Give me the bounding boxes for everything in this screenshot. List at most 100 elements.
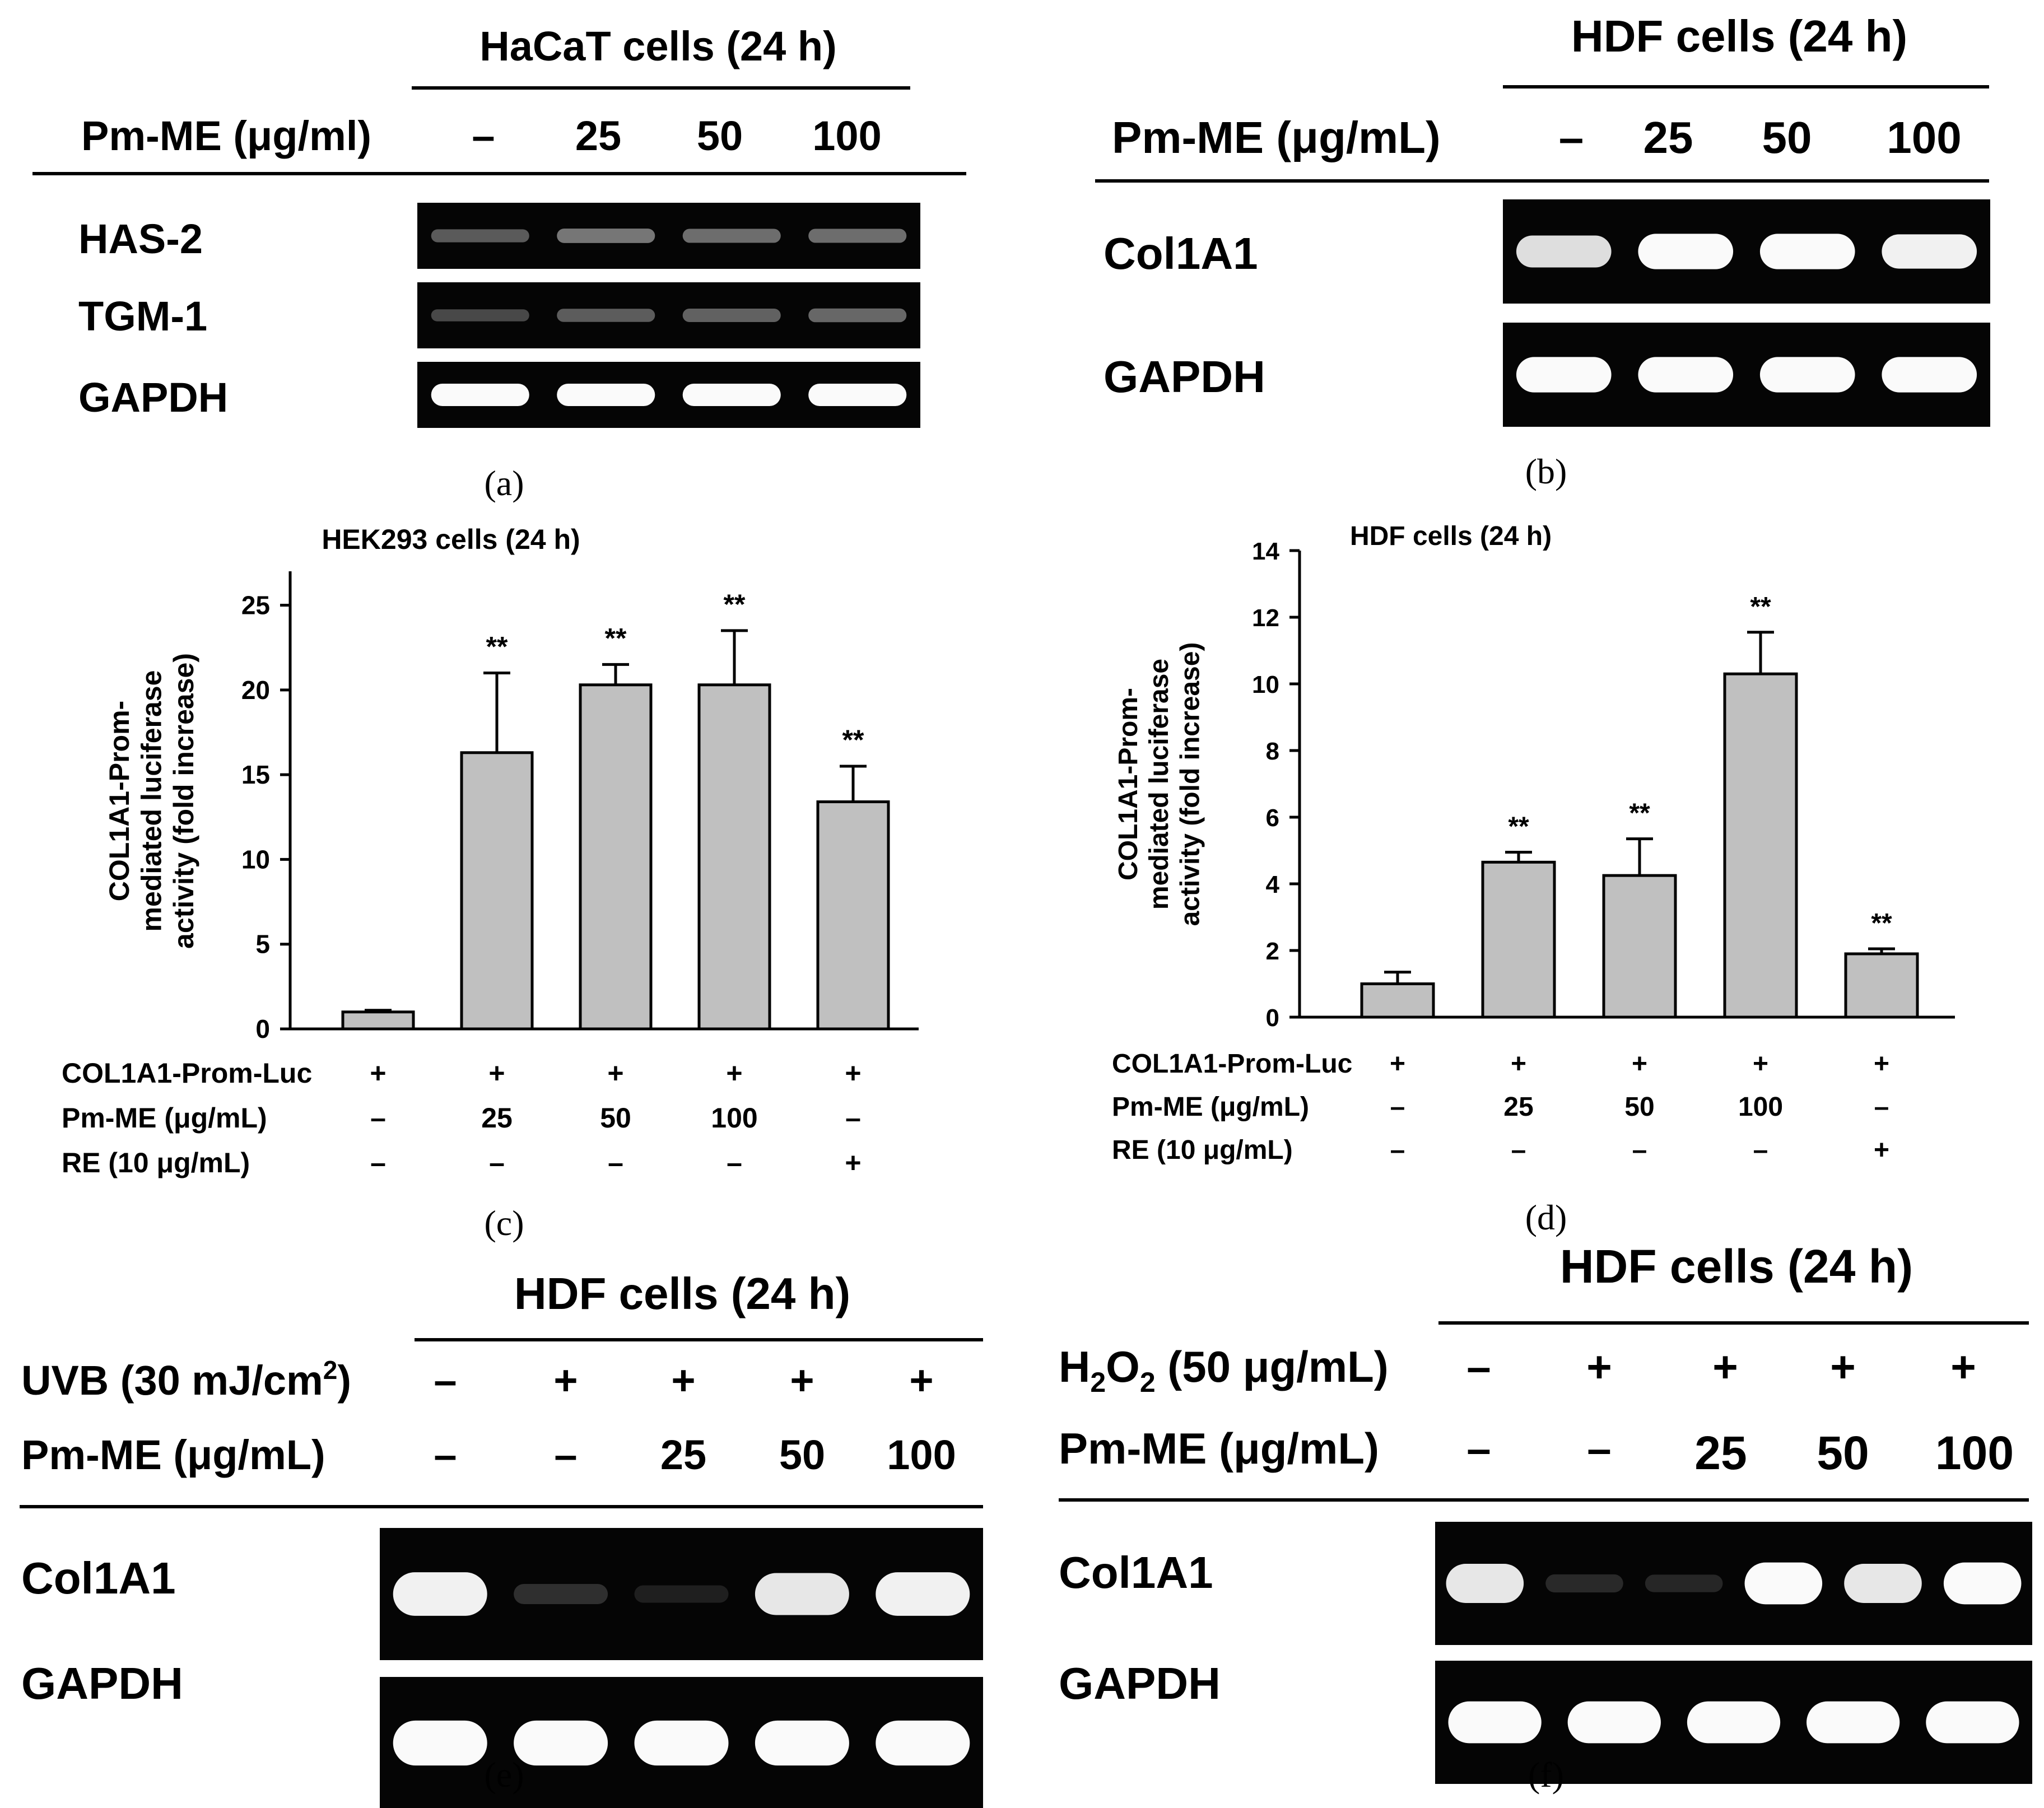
panel-f-title: HDF cells (24 h) bbox=[1560, 1240, 1913, 1293]
condition-value: + bbox=[1511, 1049, 1526, 1079]
y-tick-label: 0 bbox=[255, 1014, 270, 1043]
panel-a-caption: (a) bbox=[484, 463, 524, 503]
panel-f-row-2-val-5: 100 bbox=[1935, 1427, 2014, 1479]
gel-band bbox=[557, 383, 655, 407]
gel-band bbox=[557, 309, 655, 322]
panel-a-band-label-3: GAPDH bbox=[78, 374, 228, 421]
panel-e-row-1-val-1: – bbox=[434, 1357, 457, 1404]
gel-band bbox=[1844, 1564, 1922, 1603]
panel-b-band-label-2: GAPDH bbox=[1104, 352, 1265, 402]
gel-band bbox=[808, 383, 907, 407]
bar bbox=[1602, 874, 1677, 1019]
condition-value: – bbox=[608, 1147, 623, 1178]
panel-e-row-2-val-2: – bbox=[554, 1432, 577, 1478]
panel-e-row-2-label: Pm-ME (μg/mL) bbox=[21, 1432, 325, 1478]
condition-value: + bbox=[845, 1147, 861, 1178]
gel-band bbox=[634, 1585, 729, 1603]
chart-title: HDF cells (24 h) bbox=[1350, 521, 1552, 551]
panel-f-gel bbox=[1435, 1522, 2032, 1784]
condition-value: – bbox=[370, 1147, 386, 1178]
y-tick-label: 4 bbox=[1266, 871, 1280, 898]
panel-f-row-2-val-1: – bbox=[1466, 1424, 1491, 1473]
gel-band bbox=[682, 308, 781, 323]
panel-b-treatment-label: Pm-ME (μg/mL) bbox=[1112, 113, 1441, 162]
gel-band bbox=[1446, 1564, 1524, 1603]
panel-e-title: HDF cells (24 h) bbox=[514, 1269, 850, 1318]
bar bbox=[1844, 952, 1919, 1019]
y-tick-label: 10 bbox=[1252, 671, 1279, 698]
gel-band bbox=[755, 1573, 849, 1615]
panel-a-lane-1: – bbox=[472, 113, 495, 159]
significance-label: ** bbox=[724, 589, 746, 620]
panel-f-band-label-2: GAPDH bbox=[1059, 1658, 1221, 1708]
condition-value: – bbox=[370, 1102, 386, 1134]
gel-band bbox=[1806, 1701, 1900, 1744]
panel-e-row-2-val-3: 25 bbox=[660, 1432, 706, 1478]
gel-band bbox=[1516, 235, 1612, 268]
condition-value: + bbox=[488, 1057, 505, 1089]
condition-value: – bbox=[1632, 1135, 1647, 1165]
panel-e-gel bbox=[380, 1528, 983, 1808]
gel-band bbox=[1759, 234, 1855, 269]
panel-f-row-1-val-3: + bbox=[1712, 1342, 1738, 1391]
panel-f-gel-strip bbox=[1435, 1522, 2032, 1645]
condition-value: 100 bbox=[711, 1102, 757, 1134]
panel-e-row-2-val-5: 100 bbox=[887, 1432, 956, 1478]
condition-value: – bbox=[845, 1102, 861, 1134]
chart-title: HEK293 cells (24 h) bbox=[322, 524, 580, 555]
gel-band bbox=[876, 1720, 970, 1766]
gel-band bbox=[808, 308, 907, 323]
panel-f-row-2-val-2: – bbox=[1587, 1424, 1611, 1473]
bar bbox=[341, 1010, 415, 1031]
gel-band bbox=[1882, 234, 1977, 269]
condition-row-label: COL1A1-Prom-Luc bbox=[1112, 1049, 1352, 1079]
y-tick-label: 8 bbox=[1266, 738, 1279, 765]
y-axis-label: COL1A1-Prom-mediated luciferaseactivity … bbox=[1114, 642, 1205, 926]
condition-value: – bbox=[1511, 1135, 1526, 1165]
bar bbox=[697, 683, 771, 1031]
bar bbox=[579, 683, 653, 1031]
condition-row-label: RE (10 μg/mL) bbox=[62, 1147, 250, 1178]
panel-f: HDF cells (24 h) H2O2 (50 μg/mL) – + + +… bbox=[1059, 1240, 2032, 1795]
panel-a-title: HaCaT cells (24 h) bbox=[479, 23, 836, 69]
condition-value: – bbox=[1390, 1092, 1405, 1122]
gel-band bbox=[431, 383, 529, 407]
bar bbox=[816, 800, 890, 1031]
y-axis-label: COL1A1-Prom-mediated luciferaseactivity … bbox=[104, 653, 199, 949]
panel-f-row-1-val-2: + bbox=[1586, 1342, 1612, 1391]
condition-value: 100 bbox=[1738, 1092, 1783, 1122]
panel-e: HDF cells (24 h) UVB (30 mJ/cm2) – + + +… bbox=[20, 1269, 983, 1808]
panel-e-band-label-2: GAPDH bbox=[21, 1658, 183, 1708]
condition-row-label: Pm-ME (μg/mL) bbox=[1112, 1092, 1309, 1122]
gel-band bbox=[514, 1583, 608, 1605]
significance-label: ** bbox=[1508, 812, 1529, 841]
gel-band bbox=[634, 1720, 729, 1766]
panel-e-row-1-val-5: + bbox=[909, 1357, 933, 1404]
panel-f-band-label-1: Col1A1 bbox=[1059, 1548, 1213, 1597]
y-tick-label: 12 bbox=[1252, 604, 1279, 632]
panel-f-row-1-val-5: + bbox=[1950, 1342, 1976, 1391]
panel-f-row-2-label: Pm-ME (μg/mL) bbox=[1059, 1424, 1379, 1473]
panel-e-row-1-val-2: + bbox=[553, 1357, 578, 1404]
gel-band bbox=[431, 309, 529, 321]
panel-a-treatment-label: Pm-ME (μg/ml) bbox=[81, 113, 371, 159]
panel-c-caption: (c) bbox=[484, 1203, 524, 1243]
condition-value: + bbox=[370, 1057, 386, 1089]
significance-label: ** bbox=[1750, 592, 1771, 622]
gel-band bbox=[557, 229, 655, 243]
gel-band bbox=[393, 1720, 487, 1766]
y-tick-label: 10 bbox=[241, 845, 270, 874]
gel-band bbox=[682, 383, 781, 407]
condition-value: – bbox=[489, 1147, 505, 1178]
gel-band bbox=[1448, 1701, 1542, 1744]
significance-label: ** bbox=[1871, 908, 1892, 938]
panel-d-chart: HDF cells (24 h) 0 2 4 6 8 10 12 14 COL1A1-Prom-m… bbox=[1112, 521, 1955, 1237]
gel-band bbox=[1943, 1562, 2022, 1605]
panel-e-row-2-val-1: – bbox=[434, 1432, 457, 1478]
y-tick-label: 5 bbox=[255, 930, 270, 959]
condition-row-label: COL1A1-Prom-Luc bbox=[62, 1057, 312, 1089]
gel-band bbox=[1744, 1562, 1823, 1605]
gel-band bbox=[808, 229, 907, 243]
panel-a-gel bbox=[417, 203, 920, 428]
